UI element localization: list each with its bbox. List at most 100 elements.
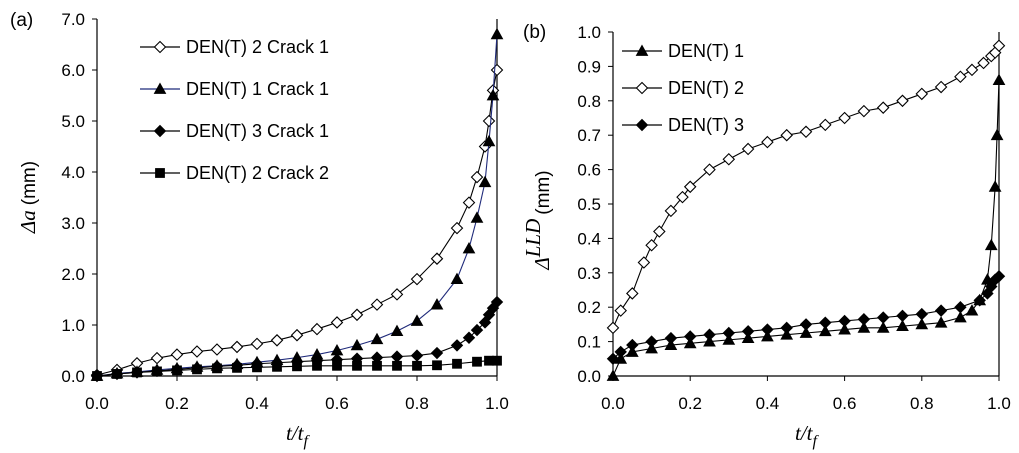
data-point (410, 314, 424, 326)
data-point (965, 304, 979, 316)
data-point (470, 323, 484, 337)
data-point (490, 295, 504, 309)
data-point (876, 321, 890, 333)
data-point (614, 345, 627, 359)
legend-label: DEN(T) 3 (668, 115, 744, 135)
legend-marker (153, 82, 167, 94)
data-point (390, 288, 404, 301)
y-tick-label: 0.9 (577, 57, 601, 76)
data-point (330, 316, 344, 329)
data-point (819, 316, 832, 329)
data-point (819, 118, 832, 132)
y-tick-label: 0.7 (577, 126, 601, 145)
data-point (470, 170, 484, 184)
data-point (92, 371, 102, 381)
data-point (270, 334, 284, 347)
y-tick-label: 0.2 (577, 298, 601, 317)
data-point (722, 153, 736, 166)
y-tick-label: 4.0 (61, 163, 85, 182)
data-point (484, 355, 494, 366)
x-tick-label: 0.4 (756, 394, 780, 413)
data-point (915, 307, 929, 321)
data-point (954, 310, 967, 323)
panel-label: (b) (523, 22, 546, 43)
x-tick-label: 0.6 (325, 394, 349, 413)
data-point (876, 101, 890, 114)
chart-panel-1: 0.0 0.2 0.4 0.6 0.8 1.0 0.0 0.1 0.2 0.3 0.4 0.5 0.6 0… (521, 22, 1011, 450)
data-point (492, 355, 502, 366)
data-point (664, 331, 678, 345)
data-point (232, 362, 242, 373)
data-point (838, 111, 851, 125)
data-point (350, 338, 364, 351)
data-point (741, 325, 755, 338)
y-axis-label-unit: (mm) (533, 170, 554, 214)
y-tick-label: 0.8 (577, 92, 601, 111)
data-point (857, 104, 871, 118)
data-point (462, 241, 476, 254)
data-point (462, 331, 476, 344)
data-point (799, 326, 813, 338)
series-den-t-3 (606, 270, 1006, 366)
legend-item: DEN(T) 2 (622, 78, 744, 98)
data-point (412, 360, 422, 371)
legend-label: DEN(T) 2 (668, 78, 744, 98)
data-point (780, 321, 793, 335)
x-axis-label-main: t/t (795, 421, 814, 445)
data-point (722, 333, 736, 345)
data-point (172, 365, 182, 376)
x-axis-label-sub: f (304, 433, 311, 450)
data-point (486, 88, 500, 101)
data-point (430, 252, 444, 265)
data-point (664, 204, 678, 218)
data-point (272, 361, 282, 372)
y-tick-label: 3.0 (61, 214, 85, 233)
data-point (390, 350, 404, 363)
data-point (350, 308, 364, 322)
data-point (372, 360, 382, 371)
data-point (915, 317, 929, 330)
data-point (973, 294, 986, 307)
data-point (462, 196, 476, 209)
data-point (370, 332, 384, 345)
data-point (645, 335, 658, 348)
data-point (150, 351, 164, 365)
data-point (190, 345, 204, 358)
data-point (954, 70, 967, 83)
y-tick-label: 5.0 (61, 112, 85, 131)
data-point (170, 348, 184, 361)
legend-item: DEN(T) 2 Crack 1 (140, 37, 329, 57)
x-tick-label: 0.0 (85, 394, 109, 413)
y-axis-label-sup: LLD (521, 219, 545, 259)
data-point (915, 87, 929, 101)
data-point (450, 221, 464, 235)
x-tick-label: 1.0 (485, 394, 509, 413)
x-tick-label: 0.2 (678, 394, 702, 413)
data-point (741, 142, 755, 156)
x-tick-label: 0.8 (405, 394, 429, 413)
data-point (478, 175, 492, 188)
y-tick-label: 0.0 (61, 367, 85, 386)
x-axis-label: t/tf (795, 421, 820, 450)
data-point (432, 360, 442, 371)
legend-marker (635, 81, 649, 95)
data-point (252, 362, 262, 373)
data-point (857, 313, 871, 326)
data-point (392, 360, 402, 371)
data-point (664, 338, 678, 350)
data-point (761, 135, 774, 149)
legend-marker (155, 168, 165, 178)
y-tick-label: 0.4 (577, 229, 601, 248)
data-point (310, 322, 324, 336)
series-den-t-1 (606, 73, 1006, 381)
data-point (152, 366, 162, 377)
data-point (896, 94, 909, 108)
data-point (896, 309, 909, 323)
data-point (838, 323, 851, 335)
data-point (606, 369, 620, 381)
data-point (954, 300, 967, 314)
data-point (676, 190, 689, 204)
legend-item: DEN(T) 2 Crack 2 (140, 163, 329, 183)
data-point (992, 270, 1006, 283)
